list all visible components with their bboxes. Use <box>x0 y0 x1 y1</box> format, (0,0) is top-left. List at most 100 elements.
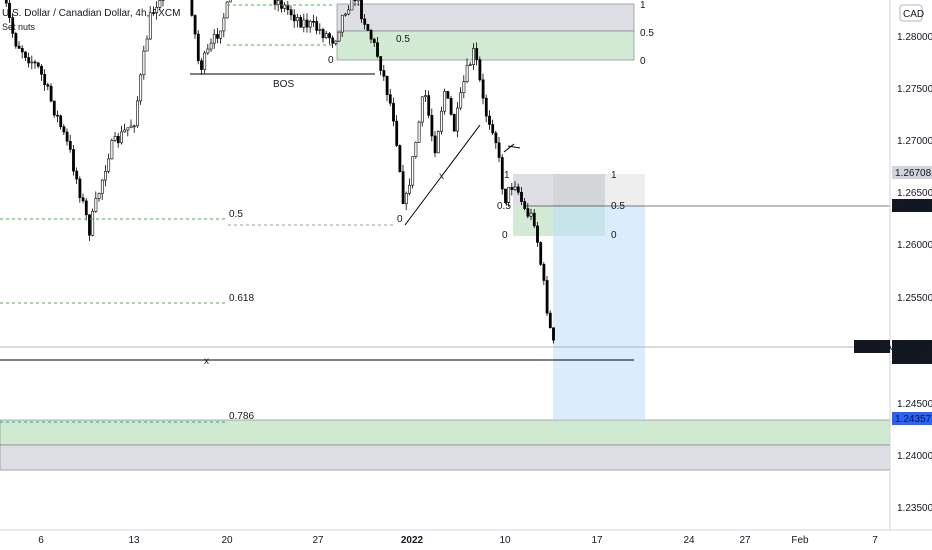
candle-bearish <box>190 0 194 16</box>
candle-bearish <box>433 135 437 154</box>
candle-bullish <box>228 0 232 3</box>
candle-bullish <box>126 127 130 131</box>
candle-bullish <box>350 0 354 11</box>
candle-bullish <box>107 158 111 172</box>
candle-bullish <box>356 0 360 2</box>
candle-bullish <box>91 210 95 236</box>
candle-bearish <box>401 171 405 204</box>
price-label-box <box>892 199 932 212</box>
candle-bullish <box>436 131 440 154</box>
candle-bearish <box>382 70 386 77</box>
position-reward-box <box>553 206 645 419</box>
candle-bullish <box>100 179 104 194</box>
candle-bearish <box>520 191 523 202</box>
candle-bullish <box>94 198 98 212</box>
candle-bullish <box>318 29 322 31</box>
candle-bearish <box>88 214 91 236</box>
candle-bullish <box>462 81 466 93</box>
candle-bearish <box>11 17 15 34</box>
candle-bullish <box>465 65 469 82</box>
candle-bullish <box>30 61 34 64</box>
candle-bearish <box>52 100 56 116</box>
candle-bearish <box>40 65 43 75</box>
candle-bullish <box>334 40 338 44</box>
candle-bearish <box>116 136 120 144</box>
x-tick-label: 27 <box>739 535 751 546</box>
candle-bearish <box>273 0 277 5</box>
candle-bearish <box>360 0 363 20</box>
candle-bearish <box>193 15 197 35</box>
candle-bearish <box>84 200 88 216</box>
price-countdown: 28:03 <box>897 353 922 364</box>
candle-bullish <box>139 74 143 102</box>
price-label: 1.26388 <box>895 201 932 212</box>
candle-bullish <box>414 142 418 157</box>
candle-bullish <box>110 139 114 160</box>
x-tick-label: 7 <box>872 535 878 546</box>
candle-bearish <box>4 0 8 4</box>
y-tick-label: 1.24500 <box>897 399 932 410</box>
candle-bearish <box>548 312 552 329</box>
candle-bearish <box>59 115 63 128</box>
small-mark-05: 0.5 <box>497 201 511 212</box>
candle-bearish <box>27 57 31 64</box>
candle-bearish <box>36 62 40 67</box>
candle-bullish <box>472 48 475 65</box>
candle-bearish <box>376 42 379 57</box>
trendline <box>404 124 481 226</box>
symbol-tag: USDCAD <box>857 342 899 353</box>
lines-layer <box>0 0 932 531</box>
candle-bullish <box>340 14 344 33</box>
position-risk-box <box>553 174 645 206</box>
candle-bearish <box>315 21 319 31</box>
candle-bearish <box>200 60 203 70</box>
candle-bearish <box>152 12 155 14</box>
candle-bearish <box>484 97 488 117</box>
candle-bullish <box>155 7 159 13</box>
candle-bearish <box>24 51 27 58</box>
candle-bearish <box>328 33 331 39</box>
candle-bullish <box>212 34 216 44</box>
check-mark <box>503 143 515 153</box>
candle-bullish <box>145 38 149 52</box>
candle-bullish <box>209 42 213 50</box>
small-mark-0c: 0 <box>502 230 508 241</box>
candle-bearish <box>385 75 389 95</box>
candle-bullish <box>324 33 328 38</box>
candle-bearish <box>14 33 18 47</box>
candle-bearish <box>494 132 498 144</box>
candle-bullish <box>129 125 133 129</box>
x-tick-label: 6 <box>38 535 44 546</box>
candle-bearish <box>395 120 399 146</box>
y-tick-label: 1.26500 <box>897 188 932 199</box>
candle-bullish <box>219 30 223 39</box>
candle-bullish <box>456 107 459 132</box>
candle-bearish <box>17 45 21 49</box>
zones-layer <box>0 3 891 471</box>
candle-bullish <box>120 131 123 144</box>
candle-bullish <box>440 110 443 132</box>
zone-mid-label-1: 1 <box>611 170 617 181</box>
candle-bearish <box>542 264 546 281</box>
candle-bullish <box>417 121 421 143</box>
candle-bearish <box>78 178 82 199</box>
candle-bearish <box>196 33 200 62</box>
candle-bullish <box>104 171 107 181</box>
price-label: 1.24357 <box>895 414 932 425</box>
fib-label-0618: 0.618 <box>229 293 254 304</box>
y-tick-label: 1.23500 <box>897 503 932 514</box>
candle-bullish <box>468 64 472 66</box>
x-tick-label: 24 <box>683 535 695 546</box>
candle-bearish <box>398 145 402 172</box>
supply-zone-top-green <box>336 30 635 61</box>
candle-bearish <box>331 37 335 44</box>
price-label: 1.25049 <box>895 342 932 353</box>
chart-subtitle: Set nuts <box>2 22 36 32</box>
price-axis: 1.28000 1.27500 1.27000 1.26500 1.26000 1.255… <box>38 4 932 546</box>
candle-bullish <box>283 4 287 9</box>
candle-bearish <box>292 14 296 22</box>
candle-bearish <box>510 187 514 190</box>
candle-bearish <box>497 142 501 158</box>
candle-bullish <box>113 136 117 141</box>
